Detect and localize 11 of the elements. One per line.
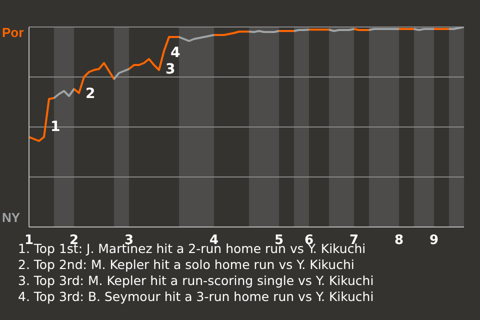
annotation: 1 (50, 119, 60, 135)
annotation: 3 (166, 62, 176, 78)
annotation: 4 (170, 45, 180, 61)
text: 3. Top 3rd: M. Kepler hit a run-scoring single vs Y. Kikuchi (18, 273, 374, 289)
annotation: 2 (86, 86, 96, 102)
x-tick-label: 8 (394, 233, 404, 248)
x-tick-label: 9 (429, 233, 439, 248)
text: NY (2, 210, 20, 225)
text: 4. Top 3rd: B. Seymour hit a 3-run home run vs Y. Kikuchi (18, 289, 374, 305)
text: 2. Top 2nd: M. Kepler hit a solo home run vs Y. Kikuchi (18, 257, 356, 273)
text: Por (2, 25, 24, 40)
